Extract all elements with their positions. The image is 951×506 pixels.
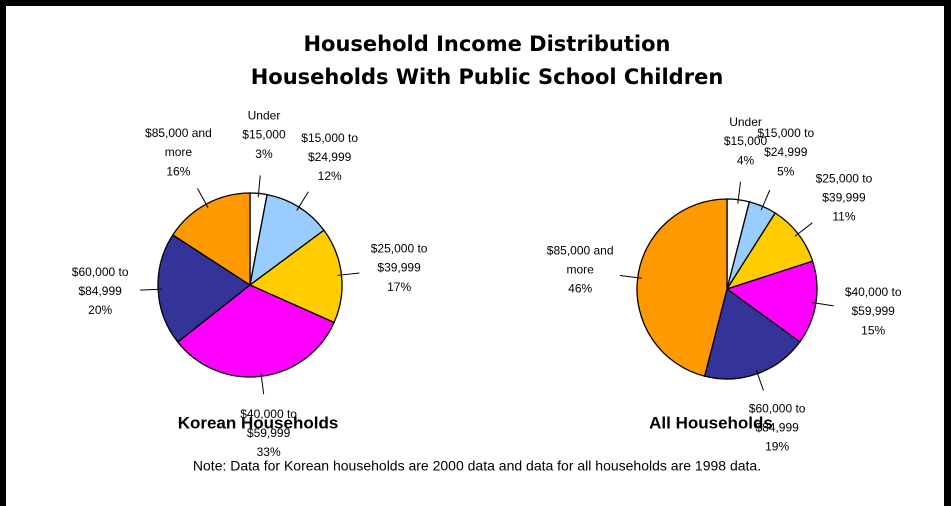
pie-title: All Households [649,413,773,432]
leader-line [755,369,765,391]
slice-value-label: 11% [832,209,855,223]
leader-line [257,175,261,198]
title-line: Household Income Distribution [303,32,670,56]
slice-value-label: 17% [387,280,411,294]
slice-value-label: 4% [737,153,755,167]
slice-label: $85,000 and more [547,244,614,277]
slice-value-label: 19% [765,439,789,453]
pie-title: Korean Households [178,413,339,432]
leader-line [811,301,834,307]
leader-line [337,272,360,276]
leader-line [760,189,771,211]
slice-value-label: 12% [318,169,342,183]
slice-label: $25,000 to $39,999 [816,171,873,204]
note: Note: Data for Korean households are 200… [193,458,761,474]
slice-value-label: 5% [777,164,795,178]
slice-value-label: 16% [166,164,190,178]
slice-value-label: 33% [257,445,281,459]
leader-line [260,372,265,395]
leader-line [619,274,642,279]
frame-top [0,0,951,6]
slice-label: $60,000 to $84,999 [749,401,806,434]
leader-line [296,191,309,211]
slice-label: $60,000 to $84,999 [72,265,129,298]
frame-left [0,0,6,506]
leader-line [140,288,163,291]
title-line: Households With Public School Children [251,65,724,89]
slice-label: $40,000 to $59,999 [845,285,902,318]
leader-line [197,188,209,208]
slice-label: $25,000 to $39,999 [371,242,428,275]
slice-value-label: 15% [861,323,885,337]
slice-value-label: 20% [88,303,112,317]
slice-label: $15,000 to $24,999 [757,126,814,159]
slice-value-label: 3% [255,147,273,161]
leader-line [794,222,813,237]
slice-value-label: 46% [568,282,592,296]
frame-right [944,0,951,506]
slice-label: $85,000 and more [145,126,212,159]
slice-label: Under $15,000 [242,109,286,142]
slice-label: $15,000 to $24,999 [301,131,358,164]
leader-line [737,181,742,204]
slice-label: $40,000 to $59,999 [240,407,297,440]
slice-label: Under $15,000 [724,115,768,148]
